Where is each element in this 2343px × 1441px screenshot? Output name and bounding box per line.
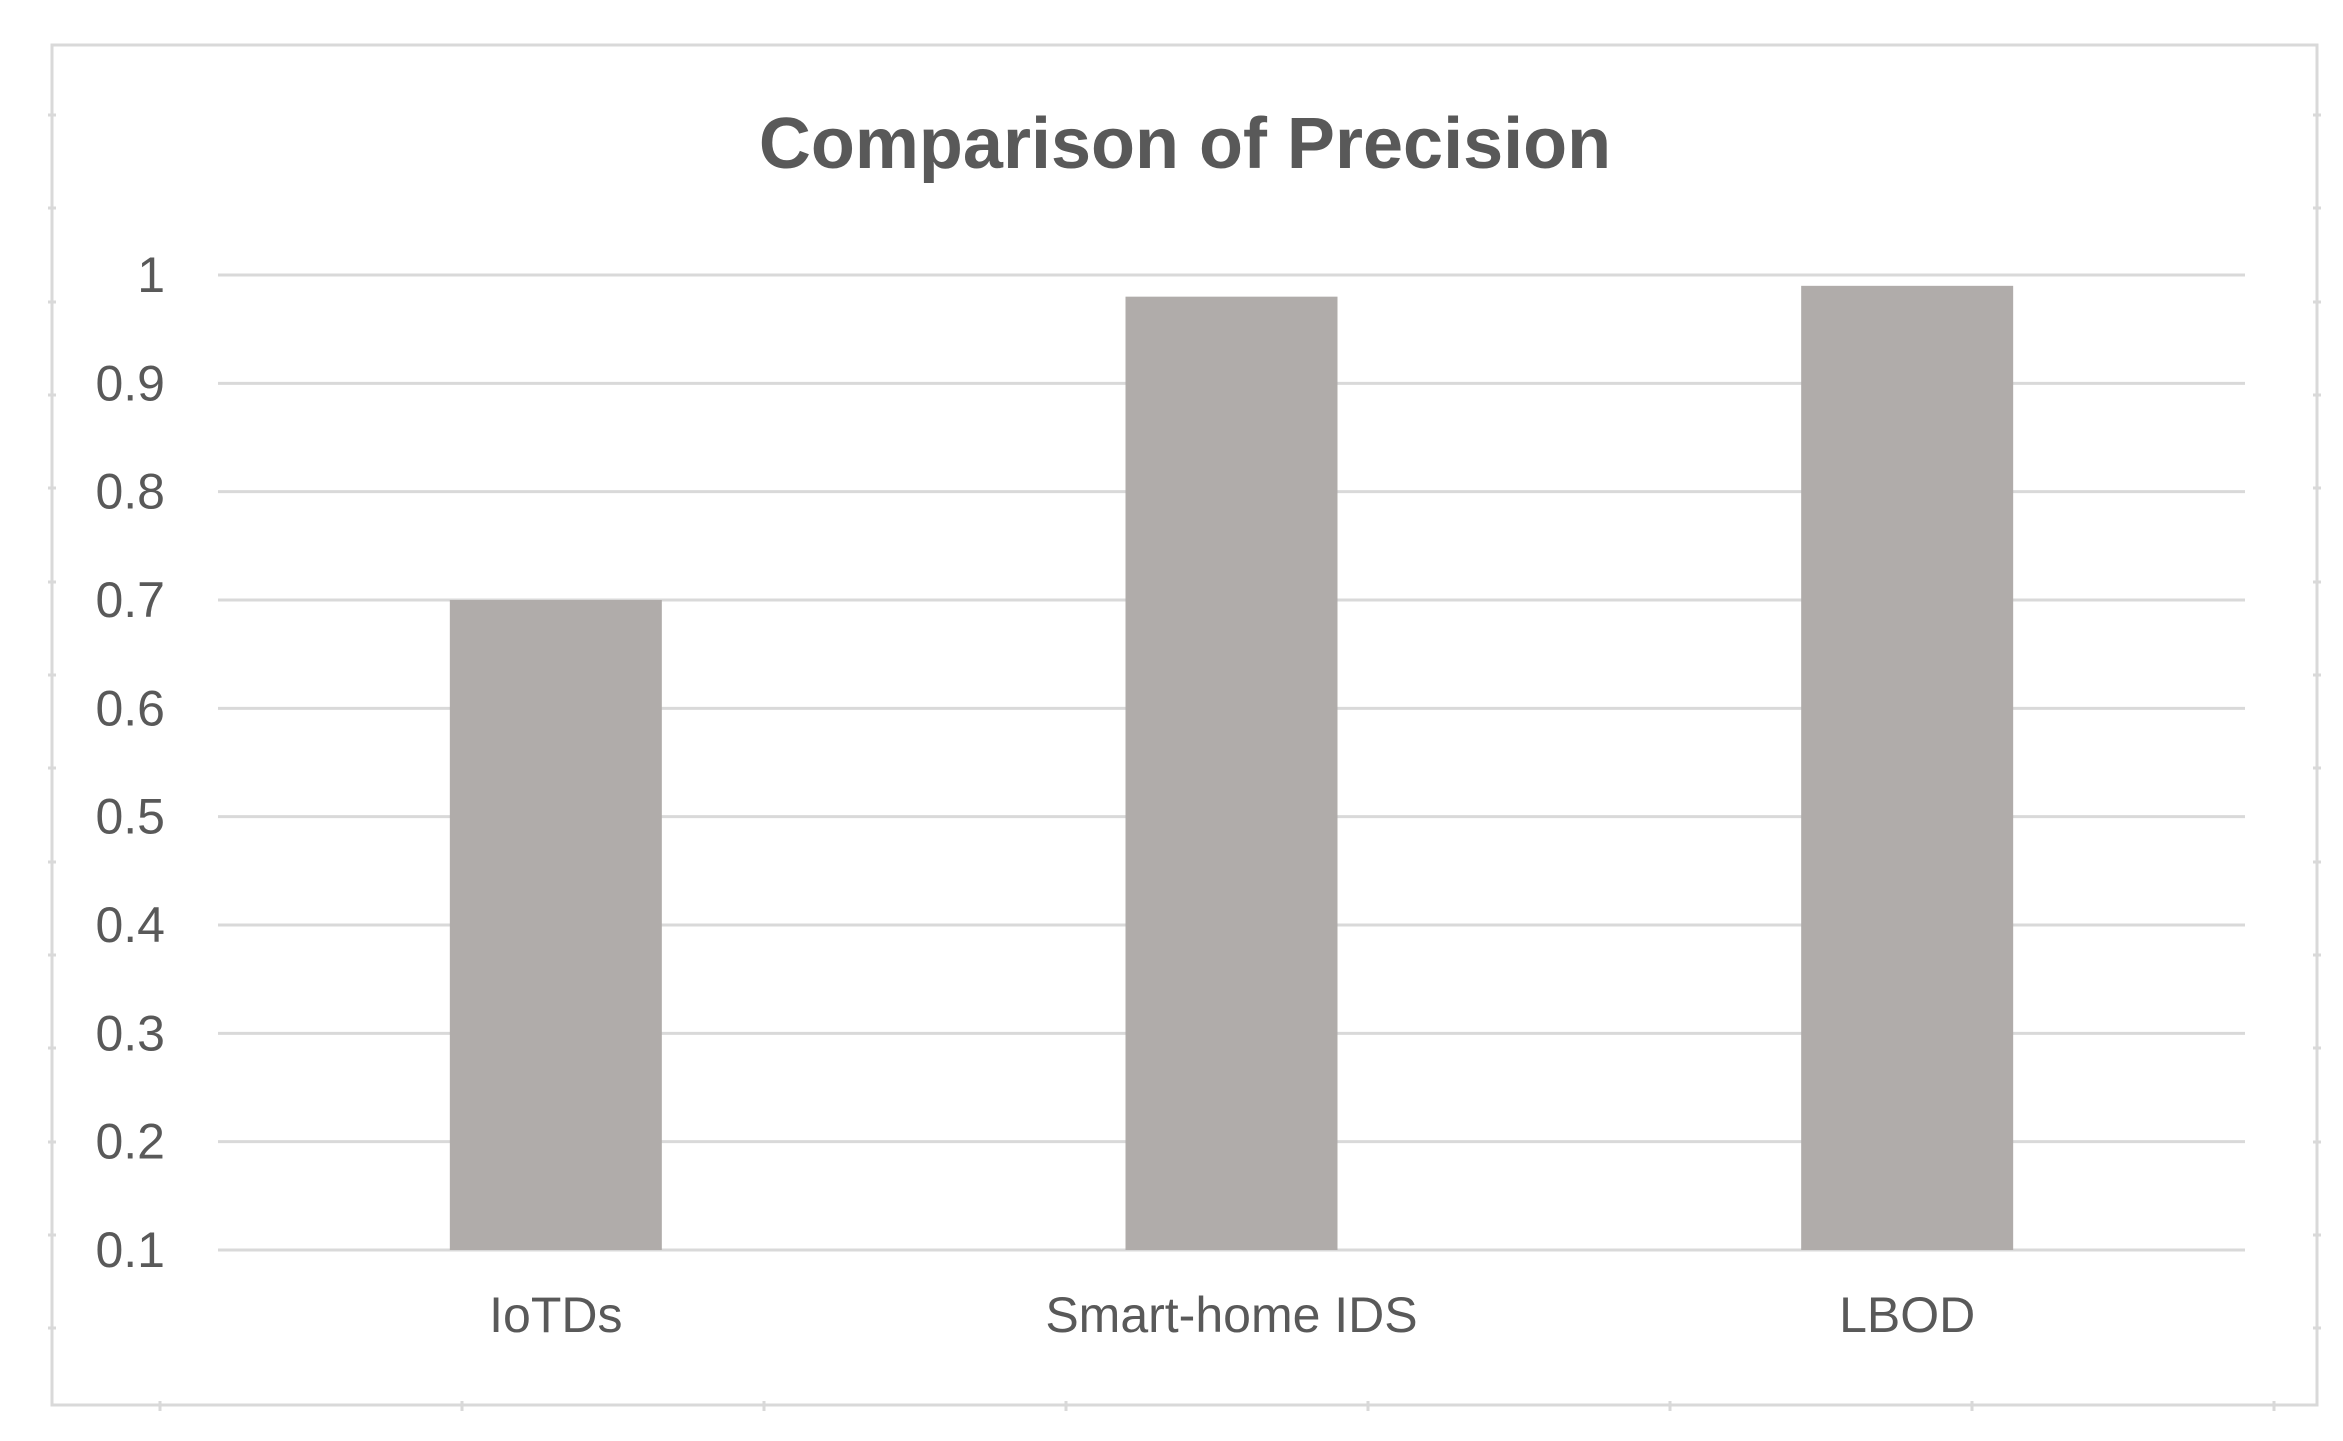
y-tick-label: 0.6	[95, 680, 165, 736]
y-tick-label: 0.8	[95, 464, 165, 520]
y-tick-label: 0.3	[95, 1005, 165, 1061]
bar-iotds	[449, 600, 662, 1250]
x-tick-label: Smart-home IDS	[1045, 1287, 1417, 1343]
y-tick-label: 0.4	[95, 897, 165, 953]
bar-lbod	[1801, 285, 2014, 1250]
y-tick-label: 0.5	[95, 789, 165, 845]
x-tick-label: LBOD	[1839, 1287, 1975, 1343]
y-tick-label: 0.2	[95, 1114, 165, 1170]
bars	[449, 285, 2014, 1251]
y-tick-label: 1	[137, 247, 165, 303]
y-tick-label: 0.1	[95, 1222, 165, 1278]
bar-smart-home-ids	[1125, 296, 1338, 1251]
outer-page-ticks	[48, 113, 2321, 1411]
chart-title: Comparison of Precision	[759, 104, 1611, 184]
y-tick-label: 0.9	[95, 355, 165, 411]
x-tick-label: IoTDs	[489, 1287, 622, 1343]
y-tick-label: 0.7	[95, 572, 165, 628]
x-axis-tick-labels: IoTDs Smart-home IDS LBOD	[489, 1287, 1975, 1343]
y-axis-tick-labels: 1 0.9 0.8 0.7 0.6 0.5 0.4 0.3 0.2 0.1	[95, 247, 165, 1278]
